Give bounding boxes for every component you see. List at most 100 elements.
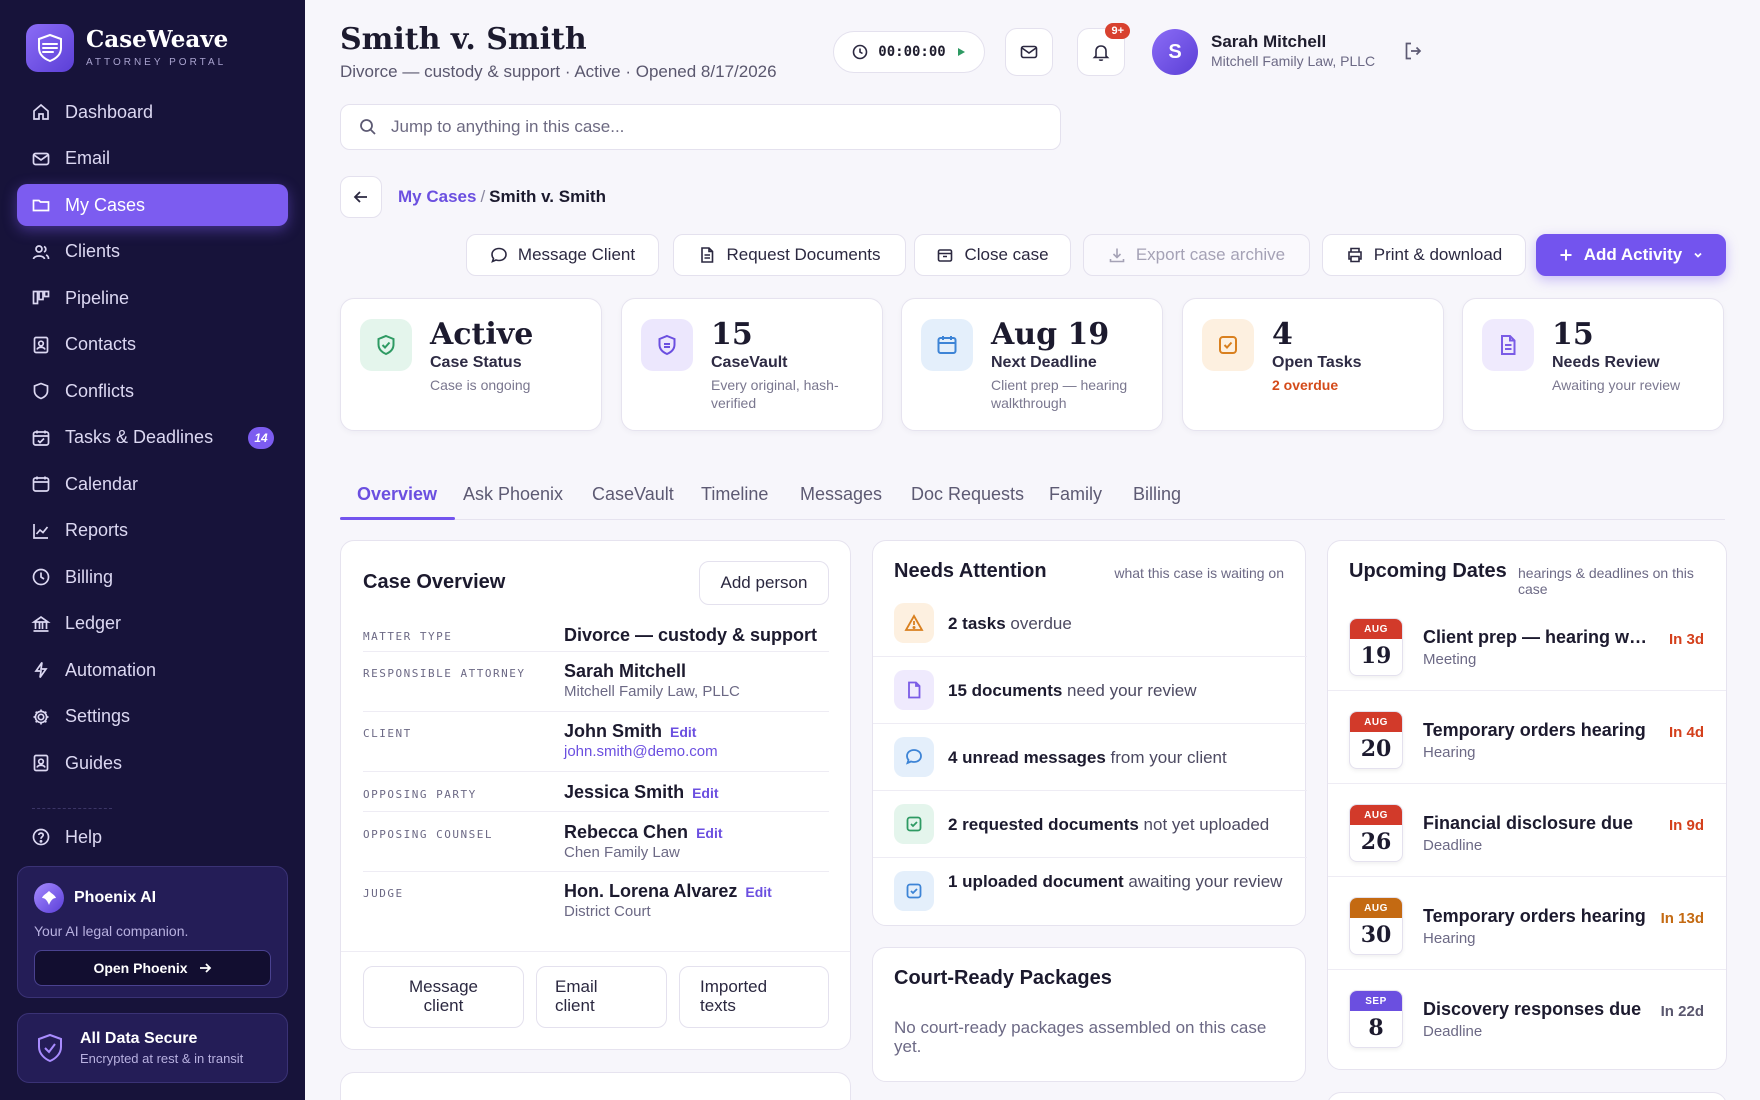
ov-value: Hon. Lorena Alvarez bbox=[564, 881, 738, 901]
message-client-label: Message Client bbox=[517, 245, 636, 264]
message-client-button[interactable]: Message Client bbox=[466, 234, 659, 276]
stat-desc: Every original, hash-verified bbox=[711, 377, 839, 411]
upcoming-date-item[interactable]: AUG 19 Client prep — hearing walkthrough… bbox=[1328, 598, 1726, 691]
cal-day: 19 bbox=[1360, 643, 1392, 669]
notifications-button[interactable]: 9+ bbox=[1077, 23, 1130, 76]
message-client-small-button[interactable]: Message client bbox=[363, 966, 524, 1028]
sidebar-item-email[interactable]: Email bbox=[17, 138, 288, 180]
imported-texts-button[interactable]: Imported texts bbox=[679, 966, 829, 1028]
email-client-button[interactable]: Email client bbox=[536, 966, 667, 1028]
sidebar-item-label: Conflicts bbox=[65, 380, 135, 401]
tab-doc-requests[interactable]: Doc Requests bbox=[911, 484, 1025, 504]
clock-icon bbox=[32, 568, 50, 586]
attention-item-requested-documents[interactable]: 2 requested documents not yet uploaded bbox=[873, 791, 1307, 858]
edit-opposing-party-link[interactable]: Edit bbox=[692, 785, 719, 801]
attention-text: from your client bbox=[1105, 748, 1227, 767]
upcoming-date-item[interactable]: AUG 30 Temporary orders hearing Hearing … bbox=[1328, 877, 1726, 970]
attention-item-overdue-tasks[interactable]: 2 tasks overdue bbox=[873, 590, 1307, 657]
close-case-label: Close case bbox=[964, 245, 1049, 264]
stat-next-deadline[interactable]: Aug 19 Next Deadline Client prep — heari… bbox=[901, 298, 1163, 431]
arrow-left-icon bbox=[353, 191, 367, 203]
contact-book-icon bbox=[33, 336, 49, 353]
sidebar-item-help[interactable]: Help bbox=[17, 816, 288, 858]
stat-label: Next Deadline bbox=[991, 354, 1097, 371]
breadcrumb-current: Smith v. Smith bbox=[489, 187, 606, 206]
tab-billing[interactable]: Billing bbox=[1133, 484, 1182, 504]
back-button[interactable] bbox=[340, 176, 382, 218]
bolt-icon bbox=[34, 662, 48, 678]
export-case-archive-button[interactable]: Export case archive bbox=[1083, 234, 1310, 276]
sidebar-item-dashboard[interactable]: Dashboard bbox=[17, 91, 288, 133]
notification-count-badge: 9+ bbox=[1105, 23, 1130, 39]
sidebar-item-guides[interactable]: Guides bbox=[17, 742, 288, 784]
sidebar-item-clients[interactable]: Clients bbox=[17, 231, 288, 273]
attention-item-documents-review[interactable]: 15 documents need your review bbox=[873, 657, 1307, 724]
open-phoenix-button[interactable]: Open Phoenix bbox=[34, 950, 271, 986]
add-activity-button[interactable]: Add Activity bbox=[1536, 234, 1726, 276]
sidebar-item-calendar[interactable]: Calendar bbox=[17, 463, 288, 505]
ov-sub: District Court bbox=[564, 903, 651, 920]
attention-count: 15 documents bbox=[948, 681, 1063, 700]
sidebar-item-label: Calendar bbox=[65, 473, 139, 494]
print-download-button[interactable]: Print & download bbox=[1322, 234, 1526, 276]
shield-check-icon bbox=[38, 1033, 62, 1063]
attention-item-unread-messages[interactable]: 4 unread messages from your client bbox=[873, 724, 1307, 791]
stat-open-tasks[interactable]: 4 Open Tasks 2 overdue bbox=[1182, 298, 1444, 431]
mail-icon bbox=[32, 152, 50, 165]
date-countdown: In 4d bbox=[1668, 724, 1704, 741]
upcoming-date-item[interactable]: AUG 20 Temporary orders hearing Hearing … bbox=[1328, 691, 1726, 784]
mail-icon bbox=[1020, 45, 1038, 59]
sidebar-item-automation[interactable]: Automation bbox=[17, 649, 288, 691]
brand-subtitle: ATTORNEY PORTAL bbox=[86, 57, 227, 68]
tab-family[interactable]: Family bbox=[1049, 484, 1102, 504]
logout-icon[interactable] bbox=[1402, 40, 1424, 62]
time-tracker[interactable]: 00:00:00 bbox=[833, 31, 985, 73]
breadcrumb: My Cases / Smith v. Smith bbox=[398, 187, 606, 207]
overview-row-attorney: RESPONSIBLE ATTORNEY Sarah Mitchell Mitc… bbox=[363, 652, 829, 712]
messages-button[interactable] bbox=[1005, 28, 1053, 76]
stat-casevault[interactable]: 15 CaseVault Every original, hash-verifi… bbox=[621, 298, 883, 431]
date-countdown: In 13d bbox=[1660, 910, 1704, 927]
tab-casevault[interactable]: CaseVault bbox=[592, 484, 674, 504]
sidebar-item-label: Help bbox=[65, 826, 103, 847]
timer-value: 00:00:00 bbox=[878, 44, 946, 60]
tab-ask-phoenix[interactable]: Ask Phoenix bbox=[463, 484, 564, 504]
sidebar-item-conflicts[interactable]: Conflicts bbox=[17, 370, 288, 412]
edit-judge-link[interactable]: Edit bbox=[745, 884, 772, 900]
tab-overview[interactable]: Overview bbox=[357, 484, 438, 504]
sidebar-item-settings[interactable]: Settings bbox=[17, 696, 288, 738]
stat-case-status[interactable]: Active Case Status Case is ongoing bbox=[340, 298, 602, 431]
ov-label: MATTER TYPE bbox=[363, 630, 453, 643]
case-search[interactable] bbox=[340, 104, 1061, 150]
checkbox-icon bbox=[894, 871, 934, 911]
close-case-button[interactable]: Close case bbox=[914, 234, 1071, 276]
breadcrumb-my-cases[interactable]: My Cases bbox=[398, 187, 477, 206]
brand[interactable]: CaseWeave ATTORNEY PORTAL bbox=[26, 24, 228, 72]
client-email-link[interactable]: john.smith@demo.com bbox=[564, 743, 718, 760]
sidebar-item-contacts[interactable]: Contacts bbox=[17, 324, 288, 366]
search-input[interactable] bbox=[391, 117, 1031, 137]
play-icon[interactable] bbox=[956, 47, 966, 57]
sidebar-item-reports[interactable]: Reports bbox=[17, 510, 288, 552]
overview-row-opposing-party: OPPOSING PARTY Jessica Smith Edit bbox=[363, 772, 829, 812]
ov-sub: Mitchell Family Law, PLLC bbox=[564, 683, 740, 700]
sidebar-item-pipeline[interactable]: Pipeline bbox=[17, 277, 288, 319]
plus-icon bbox=[1560, 249, 1572, 261]
chat-bubble-icon bbox=[491, 247, 507, 263]
upcoming-date-item[interactable]: SEP 8 Discovery responses due Deadline I… bbox=[1328, 970, 1726, 1063]
edit-client-link[interactable]: Edit bbox=[670, 724, 697, 740]
stat-needs-review[interactable]: 15 Needs Review Awaiting your review bbox=[1462, 298, 1724, 431]
avatar[interactable]: S bbox=[1152, 29, 1198, 75]
request-documents-button[interactable]: Request Documents bbox=[673, 234, 906, 276]
sidebar-item-billing[interactable]: Billing bbox=[17, 556, 288, 598]
sidebar-item-tasks-deadlines[interactable]: Tasks & Deadlines 14 bbox=[17, 417, 288, 459]
bank-icon bbox=[31, 615, 51, 632]
attention-item-uploaded-document[interactable]: 1 uploaded document awaiting your review bbox=[873, 858, 1307, 925]
upcoming-date-item[interactable]: AUG 26 Financial disclosure due Deadline… bbox=[1328, 784, 1726, 877]
edit-opposing-counsel-link[interactable]: Edit bbox=[696, 825, 723, 841]
tab-messages[interactable]: Messages bbox=[800, 484, 883, 504]
tab-timeline[interactable]: Timeline bbox=[701, 484, 769, 504]
sidebar-item-my-cases[interactable]: My Cases bbox=[17, 184, 288, 226]
add-person-button[interactable]: Add person bbox=[699, 561, 829, 605]
sidebar-item-ledger[interactable]: Ledger bbox=[17, 603, 288, 645]
